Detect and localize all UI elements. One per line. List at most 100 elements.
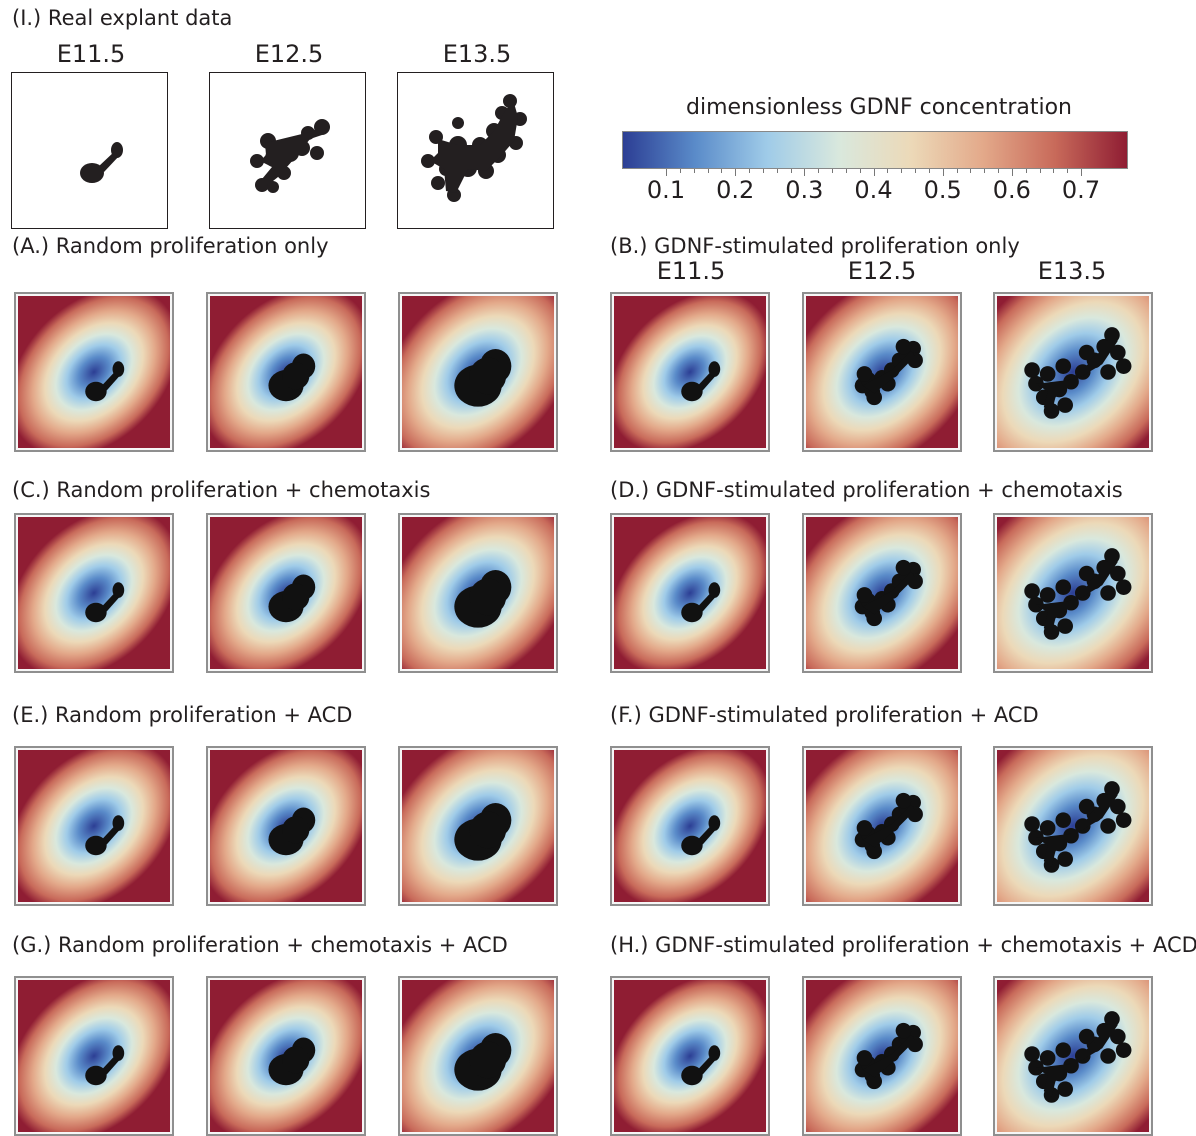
colorbar-tick-label: 0.3	[785, 176, 824, 204]
sim-panel-g-e11	[14, 976, 174, 1136]
gdnf-field	[210, 980, 362, 1132]
explant-cells	[1024, 1011, 1132, 1103]
gdnf-field	[614, 296, 766, 448]
real-stage-label-e13: E13.5	[442, 40, 512, 68]
real-explant-e13	[397, 72, 554, 229]
sim-panel-h-e13	[993, 976, 1153, 1136]
sim-panel-c-e11	[14, 513, 174, 673]
explant-cells	[681, 1045, 721, 1086]
sim-panel-h-e11	[610, 976, 770, 1136]
gdnf-field	[806, 750, 958, 902]
gdnf-field	[210, 296, 362, 448]
sim-panel-h-e12	[802, 976, 962, 1136]
sim-panel-c-e13	[398, 513, 558, 673]
colorbar-minor-tick	[928, 169, 930, 173]
gdnf-field	[806, 517, 958, 669]
explant-shape	[421, 94, 527, 202]
explant-cells	[1024, 327, 1132, 419]
sim-panel-a-e11	[14, 292, 174, 452]
colorbar-tick-label: 0.1	[646, 176, 686, 204]
colorbar-tick-label: 0.4	[854, 176, 893, 204]
colorbar-minor-tick	[1067, 169, 1069, 173]
explant-cells	[454, 349, 512, 407]
panel-f-title: (F.) GDNF-stimulated proliferation + ACD	[610, 703, 1039, 727]
panel-g-title: (G.) Random proliferation + chemotaxis +…	[12, 933, 508, 957]
sim-panel-e-e11	[14, 746, 174, 906]
panel-b-stage-e13: E13.5	[1037, 257, 1107, 285]
sim-panel-f-e12	[802, 746, 962, 906]
explant-cells	[268, 574, 316, 623]
colorbar-tick	[873, 169, 875, 176]
colorbar-minor-tick	[1025, 169, 1027, 173]
sim-panel-d-e11	[610, 513, 770, 673]
sim-panel-b-e12	[802, 292, 962, 452]
colorbar-minor-tick	[984, 169, 986, 173]
colorbar-title: dimensionless GDNF concentration	[686, 95, 1072, 120]
gdnf-field	[402, 296, 554, 448]
colorbar-tick	[1081, 169, 1082, 176]
explant-cells	[454, 570, 512, 628]
gdnf-field	[210, 750, 362, 902]
colorbar-tick-label: 0.6	[992, 176, 1031, 204]
gdnf-field	[402, 517, 554, 669]
colorbar-minor-tick	[818, 169, 820, 173]
explant-cells	[268, 353, 316, 402]
explant-cells	[85, 582, 125, 623]
sim-panel-e-e13	[398, 746, 558, 906]
gdnf-field	[210, 517, 362, 669]
colorbar-tick	[1011, 169, 1013, 176]
sim-panel-g-e12	[206, 976, 366, 1136]
explant-cells	[454, 803, 512, 861]
panel-d-title: (D.) GDNF-stimulated proliferation + che…	[610, 478, 1123, 502]
colorbar-minor-tick	[845, 169, 847, 173]
sim-panel-g-e13	[398, 976, 558, 1136]
explant-cells	[681, 361, 721, 402]
colorbar-minor-tick	[887, 169, 889, 173]
explant-cells	[1024, 548, 1132, 640]
gdnf-field	[402, 980, 554, 1132]
gdnf-field	[997, 750, 1149, 902]
real-explant-e11	[11, 72, 168, 229]
explant-cells	[268, 1037, 316, 1086]
colorbar	[622, 131, 1128, 169]
gdnf-field	[18, 750, 170, 902]
colorbar-tick-label: 0.7	[1061, 176, 1101, 204]
real-stage-label-e11: E11.5	[56, 40, 126, 68]
gdnf-field	[18, 517, 170, 669]
explant-cells	[268, 807, 316, 856]
panel-b-title: (B.) GDNF-stimulated proliferation only	[610, 234, 1020, 258]
explant-cells	[681, 815, 721, 856]
gdnf-field	[614, 980, 766, 1132]
colorbar-minor-tick	[1039, 169, 1041, 173]
gdnf-field	[997, 517, 1149, 669]
colorbar-minor-tick	[693, 169, 695, 173]
sim-panel-c-e12	[206, 513, 366, 673]
sim-panel-a-e13	[398, 292, 558, 452]
real-data-title: (I.) Real explant data	[12, 6, 233, 30]
sim-panel-b-e11	[610, 292, 770, 452]
colorbar-minor-tick	[749, 169, 750, 173]
explant-cells	[85, 815, 125, 856]
sim-panel-e-e12	[206, 746, 366, 906]
colorbar-minor-tick	[901, 169, 903, 173]
colorbar-tick	[804, 169, 806, 176]
colorbar-tick	[735, 169, 737, 176]
panel-a-title: (A.) Random proliferation only	[12, 234, 329, 258]
explant-cells	[854, 1022, 923, 1090]
real-stage-label-e12: E12.5	[254, 40, 324, 68]
colorbar-minor-tick	[970, 169, 972, 173]
explant-cells	[85, 361, 125, 402]
colorbar-minor-tick	[859, 169, 861, 173]
explant-shape	[250, 119, 330, 193]
colorbar-tick	[666, 169, 667, 176]
gdnf-field	[18, 980, 170, 1132]
sim-panel-f-e13	[993, 746, 1153, 906]
panel-h-title: (H.) GDNF-stimulated proliferation + che…	[610, 933, 1196, 957]
gdnf-field	[18, 296, 170, 448]
colorbar-minor-tick	[679, 169, 681, 173]
colorbar-minor-tick	[790, 169, 792, 173]
gdnf-field	[806, 296, 958, 448]
panel-b-stage-e11: E11.5	[656, 257, 726, 285]
colorbar-tick-label: 0.5	[923, 176, 962, 204]
explant-cells	[454, 1033, 512, 1091]
